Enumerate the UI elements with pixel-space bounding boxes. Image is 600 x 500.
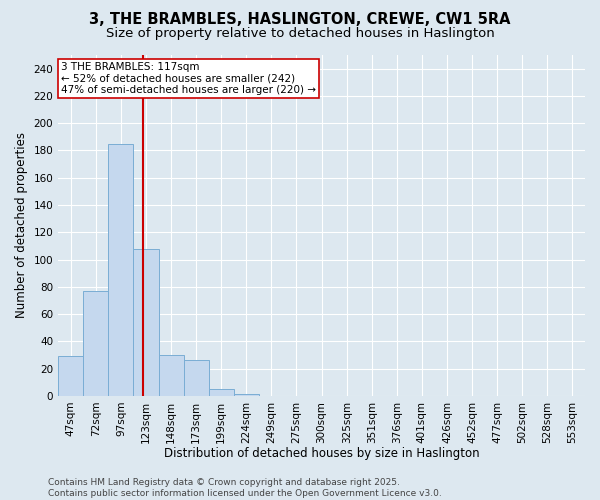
Text: 3 THE BRAMBLES: 117sqm
← 52% of detached houses are smaller (242)
47% of semi-de: 3 THE BRAMBLES: 117sqm ← 52% of detached…	[61, 62, 316, 95]
Bar	[209, 389, 234, 396]
Text: 3, THE BRAMBLES, HASLINGTON, CREWE, CW1 5RA: 3, THE BRAMBLES, HASLINGTON, CREWE, CW1 …	[89, 12, 511, 28]
Bar	[184, 360, 209, 396]
Bar	[158, 355, 184, 396]
X-axis label: Distribution of detached houses by size in Haslington: Distribution of detached houses by size …	[164, 447, 479, 460]
Text: Contains HM Land Registry data © Crown copyright and database right 2025.
Contai: Contains HM Land Registry data © Crown c…	[48, 478, 442, 498]
Text: Size of property relative to detached houses in Haslington: Size of property relative to detached ho…	[106, 28, 494, 40]
Bar	[234, 394, 259, 396]
Bar	[83, 291, 109, 396]
Bar	[133, 248, 158, 396]
Bar	[58, 356, 83, 396]
Bar	[109, 144, 133, 396]
Y-axis label: Number of detached properties: Number of detached properties	[15, 132, 28, 318]
